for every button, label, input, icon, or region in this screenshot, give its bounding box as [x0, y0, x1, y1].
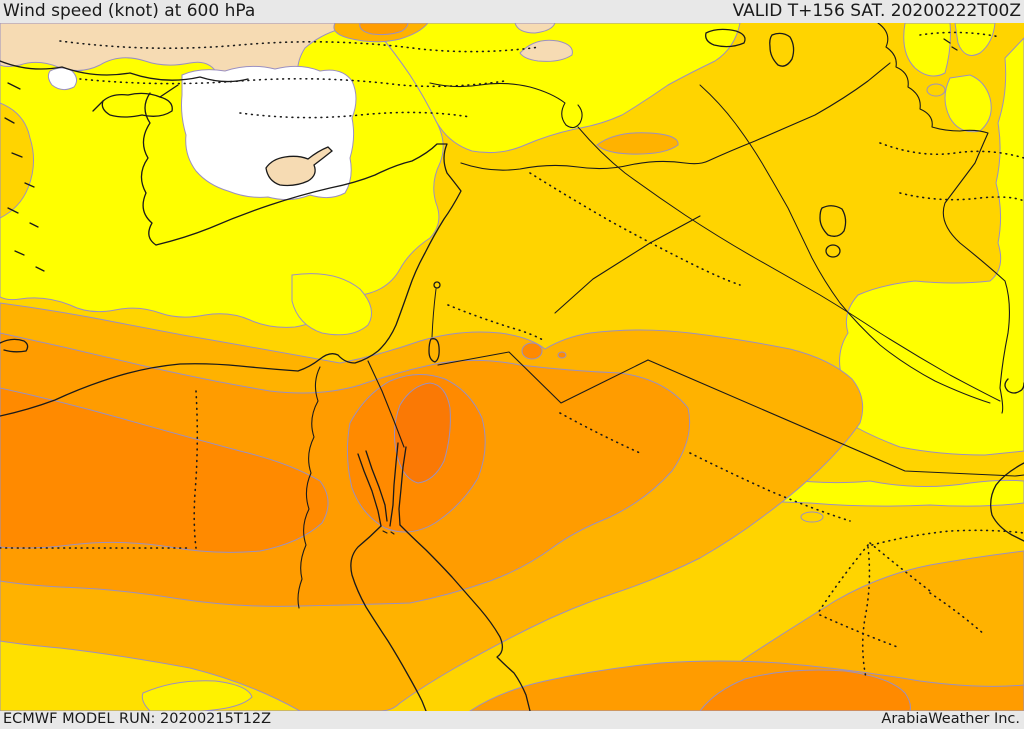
jordan-saudi-border	[437, 351, 649, 404]
contour-ellipse-gulf	[800, 511, 824, 523]
gulf-of-aqaba-east-coast	[398, 446, 407, 526]
gulf-of-suez-east-coast	[365, 450, 388, 522]
contour-deep-jordan	[521, 342, 543, 360]
brand-label: ArabiaWeather Inc.	[881, 711, 1020, 727]
lake-razazza	[825, 244, 841, 258]
aegean-coastline	[140, 92, 157, 246]
nile-river	[297, 366, 321, 609]
mediterranean-coastline	[0, 143, 462, 417]
gulf-of-aqaba-west-coast	[389, 442, 399, 527]
contour-gold-aegean	[0, 102, 34, 219]
blacksea-coastline	[0, 60, 249, 83]
gulf-of-suez-west-coast	[357, 453, 382, 527]
contour-gold-hole	[926, 83, 946, 97]
dotted-border-egypt-libya	[193, 390, 199, 549]
turkey-syria-iraq-border	[460, 62, 891, 171]
lake-urmia	[769, 32, 795, 67]
contour-yellow-lobe2	[954, 23, 996, 56]
jordan-river	[431, 288, 437, 338]
contour-yellow-tongue	[291, 273, 373, 336]
dotted-border-iran-2	[899, 192, 1024, 202]
model-run-label: ECMWF MODEL RUN: 20200215T12Z	[3, 711, 272, 727]
page-title: Wind speed (knot) at 600 hPa	[3, 1, 256, 21]
armenia-lakes	[943, 38, 958, 51]
dotted-border-syria-iraq	[529, 172, 741, 286]
dotted-border-nafud	[559, 412, 641, 454]
contour-orange-topcore	[359, 23, 409, 36]
header-bar: Wind speed (knot) at 600 hPa VALID T+156…	[0, 0, 1024, 23]
cyprus-coastline	[265, 146, 333, 187]
euphrates-river	[577, 126, 1001, 402]
dead-sea	[428, 338, 440, 363]
wind-speed-map	[0, 23, 1024, 711]
lake-tharthar	[819, 205, 847, 237]
crete-coastline	[0, 338, 29, 353]
map-canvas	[0, 23, 1024, 711]
iraq-saudi-border	[647, 359, 1024, 477]
aegean-islands	[4, 82, 45, 272]
iran-border	[877, 23, 1011, 414]
jordan-iraq-border	[554, 215, 701, 314]
straits-coastline	[92, 84, 179, 112]
dotted-border-syria-jordan	[447, 304, 546, 342]
contour-pale-lens-sw	[141, 680, 253, 711]
dotted-border-anatolia-south	[79, 77, 506, 88]
marmara-coastline	[101, 92, 173, 118]
contour-white-medsea	[181, 65, 357, 201]
dotted-border-saudi-iraq	[689, 452, 851, 522]
redsea-east-coastline	[399, 524, 531, 711]
redsea-west-coastline	[350, 525, 427, 711]
dotted-border-caucasus	[919, 31, 1001, 38]
contour-deep-se	[699, 669, 911, 711]
sea-of-galilee	[433, 281, 441, 289]
tigris-river	[699, 84, 991, 404]
valid-time-label: VALID T+156 SAT. 20200222T00Z	[732, 1, 1021, 21]
contour-deep-nile	[0, 387, 329, 553]
tiran-islands	[382, 530, 395, 535]
euphrates-river-turkey	[429, 82, 583, 129]
lake-van	[705, 28, 746, 48]
contour-cream-lens	[519, 39, 573, 62]
contour-amber-lens-iraq	[596, 132, 679, 155]
contour-core-aqaba	[394, 382, 451, 484]
persian-gulf-coastline	[990, 462, 1024, 542]
kuwait-bay-coastline	[1004, 378, 1024, 394]
contour-cream-top	[514, 23, 556, 34]
footer-bar: ECMWF MODEL RUN: 20200215T12Z ArabiaWeat…	[0, 711, 1024, 729]
egypt-israel-border	[367, 360, 405, 448]
contour-yellow-east	[837, 37, 1024, 456]
contour-deep-jordan2	[557, 351, 567, 359]
dotted-border-iran-1	[879, 142, 1024, 159]
contour-yellow-north	[361, 23, 741, 153]
